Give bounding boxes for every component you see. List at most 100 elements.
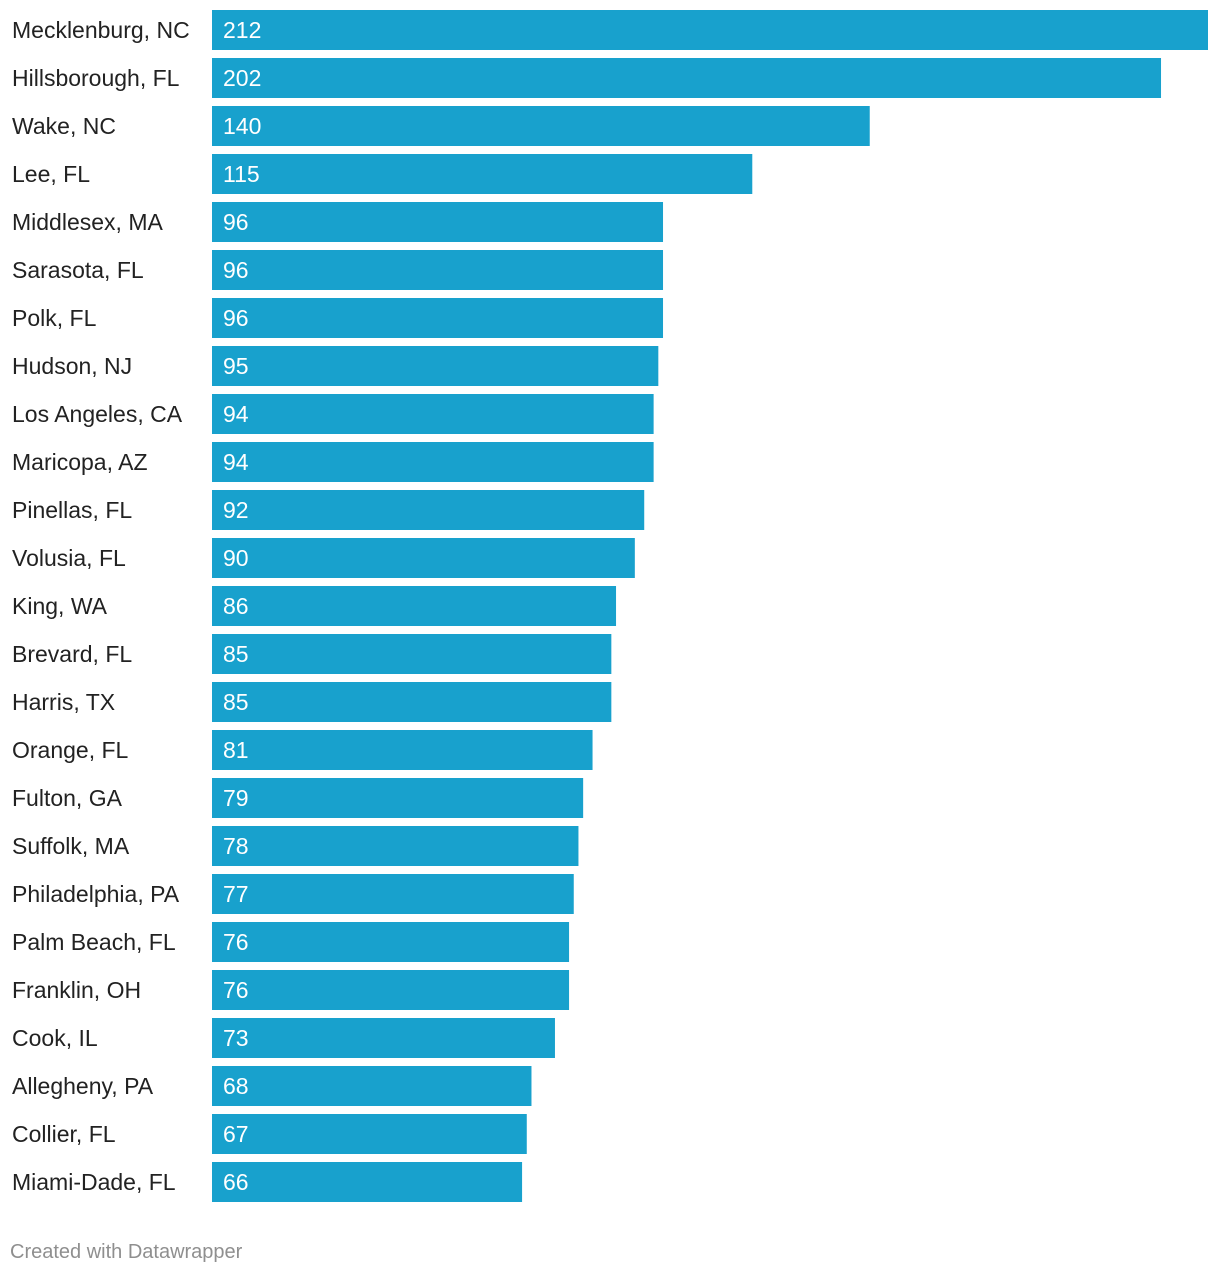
category-label: Orange, FL xyxy=(12,737,129,763)
category-label: Brevard, FL xyxy=(12,641,132,667)
bar[interactable] xyxy=(212,58,1162,98)
bar-row: Allegheny, PA 68 xyxy=(12,1066,532,1106)
bar-row: Hillsborough, FL 202 xyxy=(12,58,1162,98)
value-label: 85 xyxy=(223,641,249,667)
bar-row: Volusia, FL 90 xyxy=(12,538,635,578)
bar-row: Philadelphia, PA 77 xyxy=(12,874,574,914)
value-label: 86 xyxy=(223,593,249,619)
bar-row: Brevard, FL 85 xyxy=(12,634,612,674)
category-label: King, WA xyxy=(12,593,108,619)
value-label: 140 xyxy=(223,113,261,139)
category-label: Polk, FL xyxy=(12,305,97,331)
bar[interactable] xyxy=(212,634,612,674)
value-label: 96 xyxy=(223,305,249,331)
value-label: 92 xyxy=(223,497,249,523)
value-label: 78 xyxy=(223,833,249,859)
bar[interactable] xyxy=(212,202,664,242)
bar-row: Collier, FL 67 xyxy=(12,1114,527,1154)
bar-row: King, WA 86 xyxy=(12,586,617,626)
bar-row: Los Angeles, CA 94 xyxy=(12,394,654,434)
bar-row: Hudson, NJ 95 xyxy=(12,346,659,386)
bar-row: Fulton, GA 79 xyxy=(12,778,584,818)
value-label: 76 xyxy=(223,929,249,955)
category-label: Suffolk, MA xyxy=(12,833,130,859)
category-label: Wake, NC xyxy=(12,113,116,139)
bar[interactable] xyxy=(212,586,617,626)
bar[interactable] xyxy=(212,874,574,914)
bar-row: Maricopa, AZ 94 xyxy=(12,442,654,482)
category-label: Middlesex, MA xyxy=(12,209,163,235)
category-label: Pinellas, FL xyxy=(12,497,132,523)
category-label: Franklin, OH xyxy=(12,977,141,1003)
category-label: Allegheny, PA xyxy=(12,1073,154,1099)
category-label: Sarasota, FL xyxy=(12,257,144,283)
value-label: 81 xyxy=(223,737,249,763)
value-label: 68 xyxy=(223,1073,249,1099)
bar-row: Polk, FL 96 xyxy=(12,298,664,338)
bar-row: Palm Beach, FL 76 xyxy=(12,922,570,962)
category-label: Harris, TX xyxy=(12,689,115,715)
bar[interactable] xyxy=(212,1114,527,1154)
bar-row: Wake, NC 140 xyxy=(12,106,870,146)
value-label: 77 xyxy=(223,881,249,907)
bar[interactable] xyxy=(212,1162,523,1202)
bar-row: Middlesex, MA 96 xyxy=(12,202,664,242)
bar[interactable] xyxy=(212,154,753,194)
bar-row: Franklin, OH 76 xyxy=(12,970,570,1010)
bar[interactable] xyxy=(212,826,579,866)
category-label: Philadelphia, PA xyxy=(12,881,180,907)
bar-row: Suffolk, MA 78 xyxy=(12,826,579,866)
value-label: 94 xyxy=(223,449,249,475)
bar-row: Cook, IL 73 xyxy=(12,1018,555,1058)
bar-row: Harris, TX 85 xyxy=(12,682,612,722)
value-label: 79 xyxy=(223,785,249,811)
value-label: 94 xyxy=(223,401,249,427)
value-label: 85 xyxy=(223,689,249,715)
value-label: 67 xyxy=(223,1121,249,1147)
bar[interactable] xyxy=(212,490,645,530)
bar-row: Pinellas, FL 92 xyxy=(12,490,645,530)
bar[interactable] xyxy=(212,970,570,1010)
value-label: 66 xyxy=(223,1169,249,1195)
value-label: 95 xyxy=(223,353,249,379)
bar[interactable] xyxy=(212,442,654,482)
value-label: 90 xyxy=(223,545,249,571)
value-label: 73 xyxy=(223,1025,249,1051)
bar[interactable] xyxy=(212,778,584,818)
bar[interactable] xyxy=(212,394,654,434)
bar[interactable] xyxy=(212,1066,532,1106)
value-label: 212 xyxy=(223,17,261,43)
bar[interactable] xyxy=(212,730,593,770)
category-label: Hillsborough, FL xyxy=(12,65,180,91)
value-label: 202 xyxy=(223,65,261,91)
category-label: Los Angeles, CA xyxy=(12,401,183,427)
bar[interactable] xyxy=(212,298,664,338)
value-label: 115 xyxy=(223,161,260,187)
bar[interactable] xyxy=(212,10,1208,50)
bar-row: Orange, FL 81 xyxy=(12,730,593,770)
category-label: Collier, FL xyxy=(12,1121,116,1147)
value-label: 96 xyxy=(223,257,249,283)
category-label: Palm Beach, FL xyxy=(12,929,176,955)
category-label: Lee, FL xyxy=(12,161,90,187)
bar[interactable] xyxy=(212,922,570,962)
bar[interactable] xyxy=(212,106,870,146)
category-label: Volusia, FL xyxy=(12,545,126,571)
bar-row: Lee, FL 115 xyxy=(12,154,753,194)
bar[interactable] xyxy=(212,538,635,578)
datawrapper-credit[interactable]: Created with Datawrapper xyxy=(10,1241,243,1263)
bar[interactable] xyxy=(212,250,664,290)
category-label: Cook, IL xyxy=(12,1025,98,1051)
category-label: Miami-Dade, FL xyxy=(12,1169,176,1195)
bar[interactable] xyxy=(212,1018,555,1058)
value-label: 96 xyxy=(223,209,249,235)
bar-row: Mecklenburg, NC 212 xyxy=(12,10,1208,50)
category-label: Hudson, NJ xyxy=(12,353,132,379)
bar[interactable] xyxy=(212,682,612,722)
bar-row: Sarasota, FL 96 xyxy=(12,250,664,290)
bar[interactable] xyxy=(212,346,659,386)
bar-row: Miami-Dade, FL 66 xyxy=(12,1162,523,1202)
category-label: Fulton, GA xyxy=(12,785,123,811)
category-label: Maricopa, AZ xyxy=(12,449,148,475)
